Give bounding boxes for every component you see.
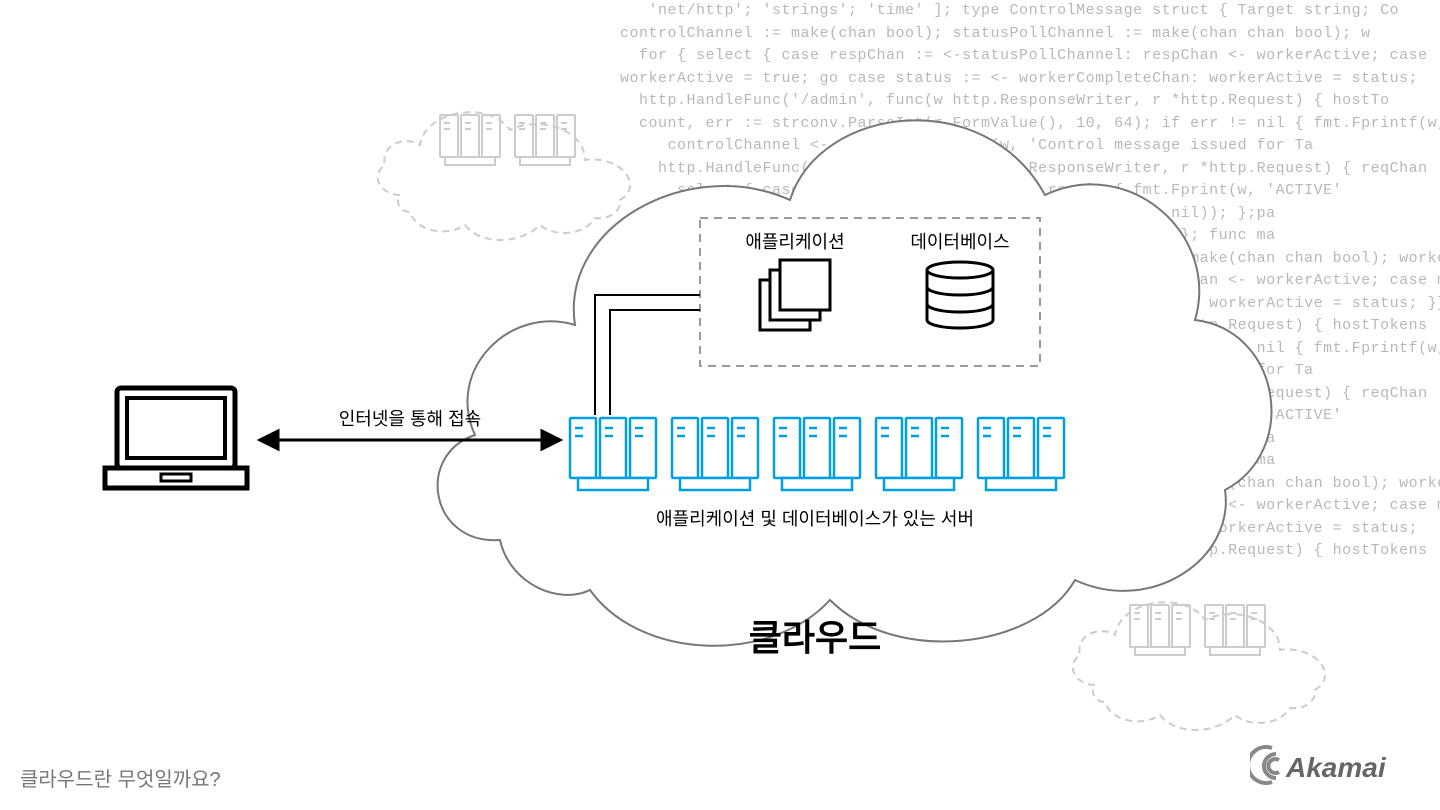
bg-cloud-top [378, 112, 630, 240]
application-icon [760, 260, 830, 330]
application-label: 애플리케이션 [745, 232, 844, 252]
laptop-icon [105, 388, 247, 488]
bg-cloud-bottom [1073, 602, 1325, 730]
server-rack [570, 418, 1064, 490]
main-cloud-outline [438, 120, 1272, 645]
connection-label: 인터넷을 통해 접속 [339, 409, 481, 429]
servers-caption: 애플리케이션 및 데이터베이스가 있는 서버 [656, 509, 974, 529]
main-diagram: 애플리케이션 데이터베이스 [0, 0, 1440, 810]
main-title: 클라우드 [749, 617, 881, 658]
database-label: 데이터베이스 [910, 232, 1009, 252]
